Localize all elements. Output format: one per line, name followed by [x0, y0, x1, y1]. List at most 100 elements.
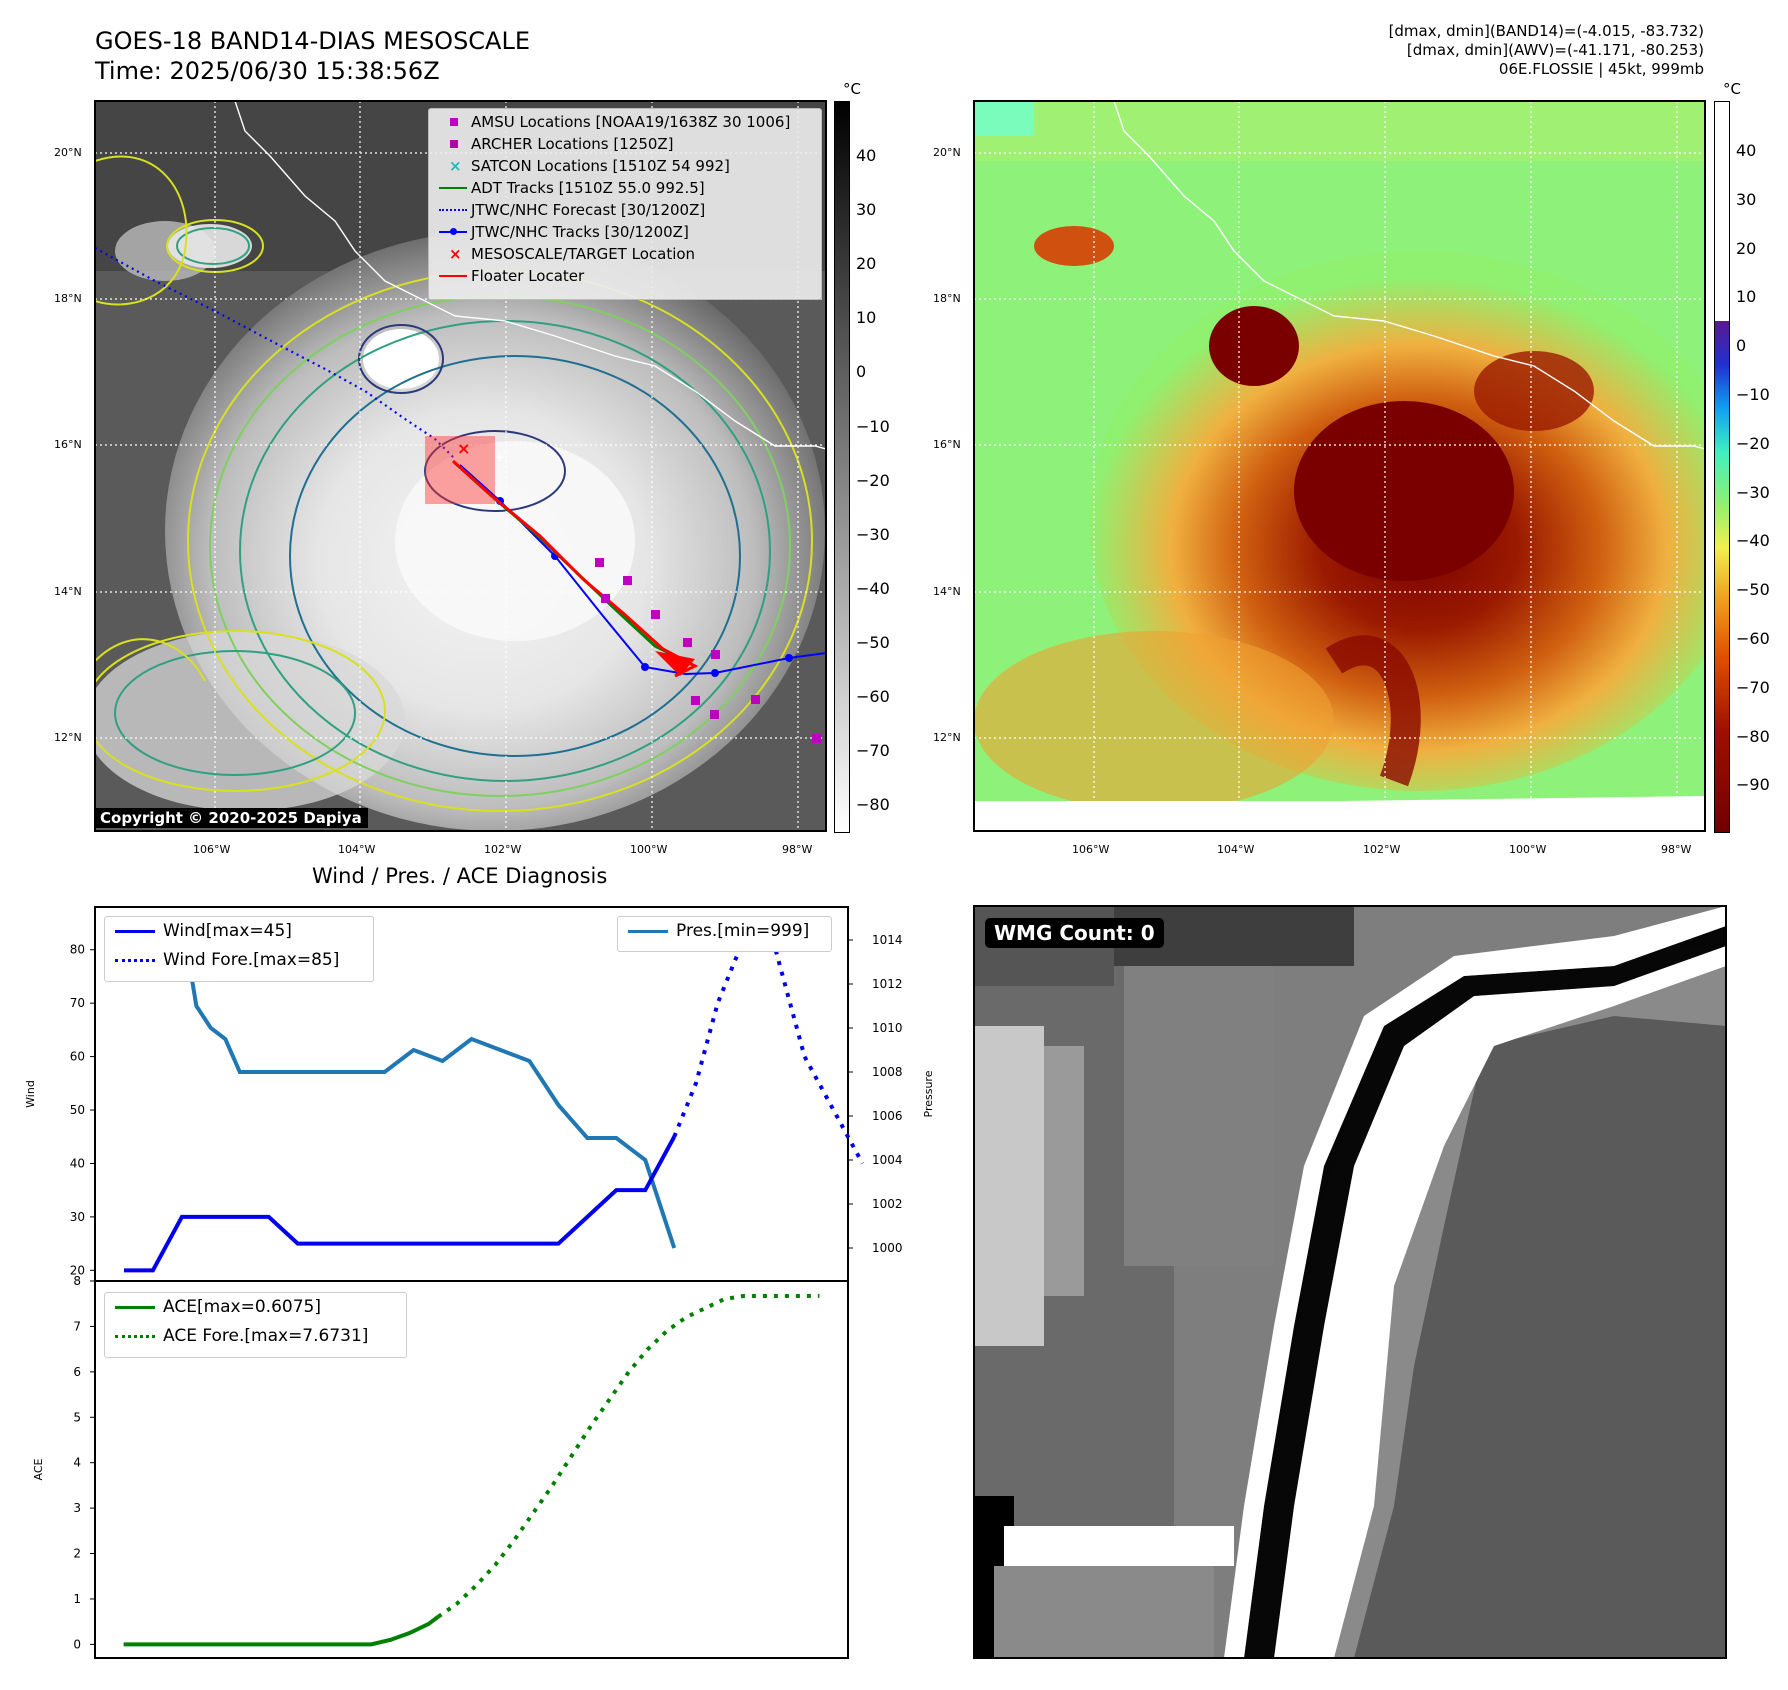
- coastline: [1113, 101, 1705, 450]
- map1-frame: [94, 100, 827, 832]
- colorbar-tick: 30: [856, 200, 877, 220]
- coastline: [234, 101, 826, 450]
- legend-item-amsu: AMSU Locations [NOAA19/1638Z 30 1006]: [437, 111, 790, 133]
- colorbar-tick: −60: [1736, 629, 1770, 648]
- legend-item-wind: Wind[max=45]: [115, 921, 292, 941]
- wind-tick-label: 40: [70, 1156, 85, 1170]
- wind-forecast-line: [672, 919, 865, 1165]
- wind-tick-label: 70: [70, 996, 85, 1010]
- colorbar-tick: 10: [1736, 287, 1757, 307]
- ace-forecast-line: [436, 1293, 820, 1619]
- colorbar-tick: −40: [856, 578, 890, 598]
- colorbar-tick: −60: [856, 687, 890, 706]
- lon-label: 100°W: [630, 843, 668, 856]
- colorbar-tick: 0: [1736, 336, 1747, 356]
- lon-label: 102°W: [484, 843, 522, 856]
- lat-label: 18°N: [54, 292, 82, 305]
- amsu-markers: [595, 558, 821, 743]
- colorbar-tick: −30: [856, 524, 890, 544]
- legend-item-satcon: × SATCON Locations [1510Z 54 992]: [449, 157, 730, 175]
- legend-item-pressure: Pres.[min=999]: [628, 921, 809, 941]
- colorbar-right: [1714, 101, 1730, 833]
- lat-label: 16°N: [54, 438, 82, 451]
- copyright-label: Copyright © 2020-2025 Dapiya: [94, 808, 368, 828]
- lat-label: 12°N: [54, 731, 82, 744]
- colorbar-tick: −50: [856, 632, 890, 652]
- lon-label: 98°W: [1661, 843, 1692, 856]
- ace-tick-label: 1: [73, 1592, 81, 1606]
- map2-frame: [973, 100, 1706, 832]
- figure-title: GOES-18 BAND14-DIAS MESOSCALE Time: 2025…: [95, 26, 530, 86]
- ace-tick-label: 8: [73, 1274, 81, 1288]
- legend-item-target: × MESOSCALE/TARGET Location: [449, 245, 696, 263]
- colorbar-tick: −10: [856, 416, 890, 436]
- colorbar-left: [834, 101, 850, 833]
- colorbar-unit: °C: [1723, 80, 1741, 98]
- title-line1: GOES-18 BAND14-DIAS MESOSCALE: [95, 27, 531, 55]
- lon-label: 98°W: [782, 843, 813, 856]
- legend-item-ace: ACE[max=0.6075]: [115, 1297, 321, 1317]
- wind-tick-label: 60: [70, 1050, 85, 1064]
- colorbar-tick: −20: [856, 470, 890, 490]
- lon-label: 100°W: [1509, 843, 1547, 856]
- ace-tick-label: 7: [73, 1319, 81, 1333]
- wmg-frame: [973, 905, 1727, 1659]
- lon-label: 104°W: [1217, 843, 1255, 856]
- colorbar-unit: °C: [843, 80, 861, 98]
- colorbar-tick: −30: [1736, 482, 1770, 502]
- colorbar-tick: 40: [1736, 141, 1757, 160]
- target-marker: ×: [457, 439, 470, 458]
- pressure-tick-label: 1000: [872, 1241, 903, 1255]
- colorbar-tick: 30: [1736, 189, 1757, 209]
- ace-legend: ACE[max=0.6075] ACE Fore.[max=7.6731]: [104, 1292, 407, 1358]
- ace-tick-label: 0: [73, 1637, 81, 1651]
- diagnosis-chart: 2030405060708010001002100410061008101010…: [24, 906, 935, 1659]
- legend-item-wind-forecast: Wind Fore.[max=85]: [115, 950, 339, 970]
- lon-label: 106°W: [1072, 843, 1110, 856]
- colorbar-tick: −70: [1736, 677, 1770, 697]
- lat-label: 18°N: [933, 292, 961, 305]
- colorbar-tick: −70: [856, 741, 890, 761]
- colorbar-tick: −40: [1736, 531, 1770, 551]
- lat-label: 12°N: [933, 731, 961, 744]
- stats-line1: [dmax, dmin](BAND14)=(-4.015, -83.732): [1388, 22, 1704, 40]
- ace-tick-label: 6: [73, 1365, 81, 1379]
- pressure-tick-label: 1014: [872, 933, 903, 947]
- lat-label: 20°N: [933, 146, 961, 159]
- legend-item-jtwc: JTWC/NHC Tracks [30/1200Z]: [437, 221, 689, 243]
- lat-label: 16°N: [933, 438, 961, 451]
- wind-tick-label: 80: [70, 943, 85, 957]
- lon-label: 104°W: [338, 843, 376, 856]
- wind-legend: Wind[max=45] Wind Fore.[max=85]: [104, 916, 374, 982]
- stats-line3: 06E.FLOSSIE | 45kt, 999mb: [1498, 60, 1704, 78]
- pressure-legend: Pres.[min=999]: [617, 916, 832, 952]
- ace-tick-label: 2: [73, 1547, 81, 1561]
- ace-series-line: [123, 1615, 440, 1647]
- legend-item-archer: ARCHER Locations [1250Z]: [437, 133, 674, 155]
- legend-item-ace-forecast: ACE Fore.[max=7.6731]: [115, 1326, 368, 1346]
- colorbar-tick: −20: [1736, 433, 1770, 453]
- lon-label: 102°W: [1363, 843, 1401, 856]
- lon-label: 106°W: [193, 843, 231, 856]
- colorbar-tick: −50: [1736, 580, 1770, 600]
- stats-line2: [dmax, dmin](AWV)=(-41.171, -80.253): [1406, 41, 1704, 59]
- colorbar-tick: 20: [856, 254, 877, 274]
- gridlines: [974, 101, 1705, 831]
- ace-tick-label: 4: [73, 1456, 81, 1470]
- colorbar-tick: −10: [1736, 385, 1770, 404]
- awv-map: [974, 101, 1705, 831]
- ace-axis-label: ACE: [32, 1458, 45, 1480]
- wind-tick-label: 30: [70, 1210, 85, 1224]
- colorbar-tick: −80: [856, 795, 890, 815]
- legend-item-adt: ADT Tracks [1510Z 55.0 992.5]: [437, 177, 705, 199]
- wind-axis-label: Wind: [24, 1080, 37, 1108]
- legend-item-floater: Floater Locater: [437, 265, 584, 287]
- wind-tick-label: 50: [70, 1103, 85, 1117]
- colorbar-tick: 10: [856, 308, 877, 328]
- pressure-tick-label: 1008: [872, 1065, 903, 1079]
- pressure-axis-label: Pressure: [922, 1070, 935, 1117]
- ace-tick-label: 3: [73, 1501, 81, 1515]
- lat-label: 14°N: [54, 585, 82, 598]
- colorbar-tick: 20: [1736, 238, 1757, 258]
- forecast-track: [95, 247, 456, 460]
